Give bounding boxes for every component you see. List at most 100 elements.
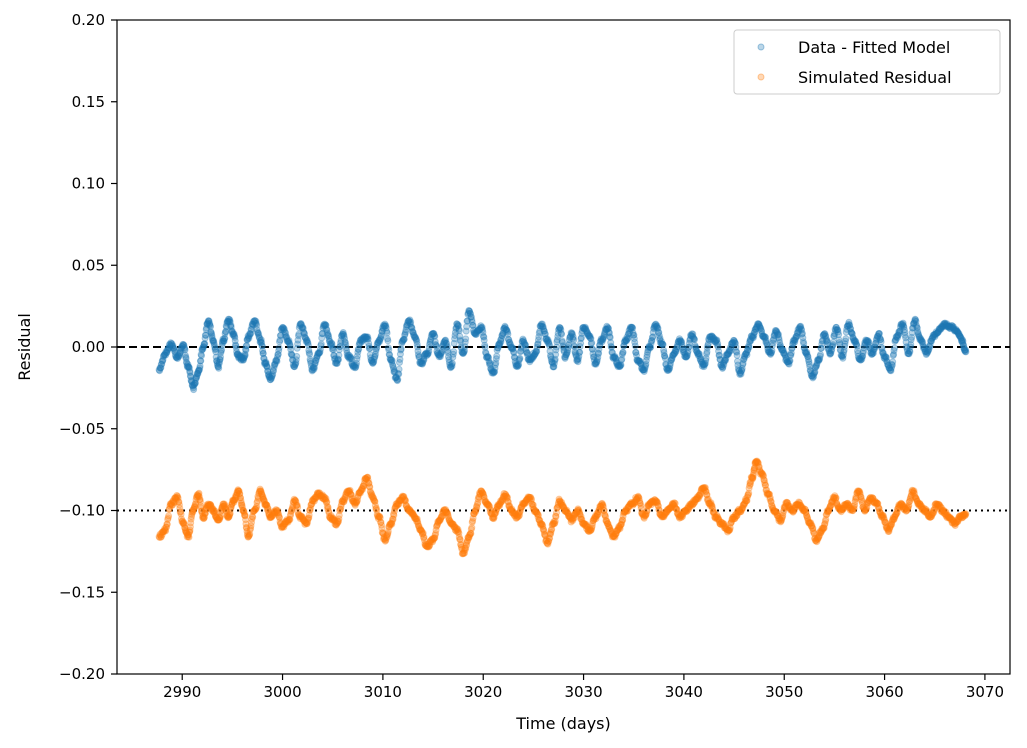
data-point xyxy=(175,351,183,358)
data-point xyxy=(262,358,270,366)
data-point xyxy=(296,322,304,330)
data-point xyxy=(281,331,289,339)
data-point xyxy=(337,336,345,344)
data-point xyxy=(301,330,308,338)
data-point xyxy=(245,334,253,342)
data-point xyxy=(227,322,234,330)
data-point xyxy=(239,356,247,364)
data-point xyxy=(462,335,470,343)
data-point xyxy=(320,321,328,329)
data-point xyxy=(172,353,180,361)
data-point xyxy=(278,324,286,332)
data-point xyxy=(233,351,241,359)
data-point xyxy=(217,347,225,355)
data-point xyxy=(172,354,180,362)
data-point xyxy=(330,352,338,360)
data-point xyxy=(187,373,195,381)
data-point xyxy=(265,370,273,378)
data-point xyxy=(190,386,198,394)
data-point xyxy=(276,332,284,340)
data-point xyxy=(216,356,224,364)
data-point xyxy=(340,332,348,340)
data-point xyxy=(516,354,524,362)
data-point xyxy=(267,374,275,382)
data-point xyxy=(199,343,207,351)
data-point xyxy=(209,336,217,344)
data-point xyxy=(232,344,240,352)
data-point xyxy=(345,353,353,361)
data-point xyxy=(287,345,295,353)
data-point xyxy=(306,355,314,363)
data-point xyxy=(190,381,198,389)
data-point xyxy=(276,336,284,344)
data-point xyxy=(209,338,217,345)
data-point xyxy=(191,379,199,387)
data-point xyxy=(216,355,224,363)
data-point xyxy=(280,325,288,333)
data-point xyxy=(238,355,246,363)
data-point xyxy=(319,330,326,337)
data-point xyxy=(219,337,227,344)
data-point xyxy=(576,348,584,356)
data-point xyxy=(208,334,216,342)
data-point xyxy=(212,353,220,361)
data-point xyxy=(226,316,234,324)
data-point xyxy=(195,366,203,374)
data-point xyxy=(325,335,333,343)
y-tick-label: −0.15 xyxy=(59,583,105,601)
data-point xyxy=(338,332,346,340)
data-point xyxy=(333,359,341,367)
data-point xyxy=(183,362,191,370)
data-point xyxy=(175,353,182,361)
data-point xyxy=(285,339,293,347)
data-point xyxy=(180,344,188,352)
data-point xyxy=(182,355,190,362)
data-point xyxy=(326,341,334,349)
data-point xyxy=(558,330,566,338)
data-point xyxy=(302,338,310,346)
data-point xyxy=(194,370,202,378)
data-point xyxy=(165,512,173,520)
data-point xyxy=(307,359,315,367)
data-point xyxy=(241,352,248,360)
data-point xyxy=(346,354,354,361)
data-point xyxy=(251,319,259,327)
data-point xyxy=(203,320,211,328)
data-point xyxy=(308,366,316,373)
data-point xyxy=(213,359,221,367)
data-point xyxy=(210,337,218,345)
data-point xyxy=(302,335,310,343)
data-point xyxy=(234,353,242,361)
data-point xyxy=(194,368,202,375)
data-point xyxy=(309,366,317,374)
data-point xyxy=(215,358,223,366)
data-point xyxy=(283,335,291,343)
data-point xyxy=(384,337,392,345)
y-tick-label: 0.10 xyxy=(72,175,105,193)
data-point xyxy=(493,352,501,360)
data-point xyxy=(245,332,253,340)
data-point xyxy=(272,357,280,364)
data-point xyxy=(258,342,266,350)
data-point xyxy=(224,318,232,326)
data-point xyxy=(290,363,298,371)
data-point xyxy=(242,342,250,350)
data-point xyxy=(208,330,215,338)
data-point xyxy=(312,356,320,364)
legend-marker-simulated-residual xyxy=(757,73,765,81)
data-point xyxy=(321,321,329,329)
data-point xyxy=(253,326,261,333)
data-point xyxy=(200,340,208,348)
data-point xyxy=(297,320,305,328)
data-point xyxy=(322,321,330,329)
data-point xyxy=(316,345,324,353)
data-point xyxy=(170,344,178,352)
data-point xyxy=(691,336,698,344)
data-point xyxy=(275,344,283,352)
data-point xyxy=(163,349,171,356)
data-point xyxy=(188,377,195,385)
data-point xyxy=(332,357,340,365)
data-point xyxy=(328,345,336,353)
data-point xyxy=(330,351,338,359)
